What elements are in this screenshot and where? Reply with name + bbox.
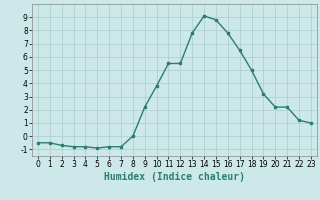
X-axis label: Humidex (Indice chaleur): Humidex (Indice chaleur) xyxy=(104,172,245,182)
